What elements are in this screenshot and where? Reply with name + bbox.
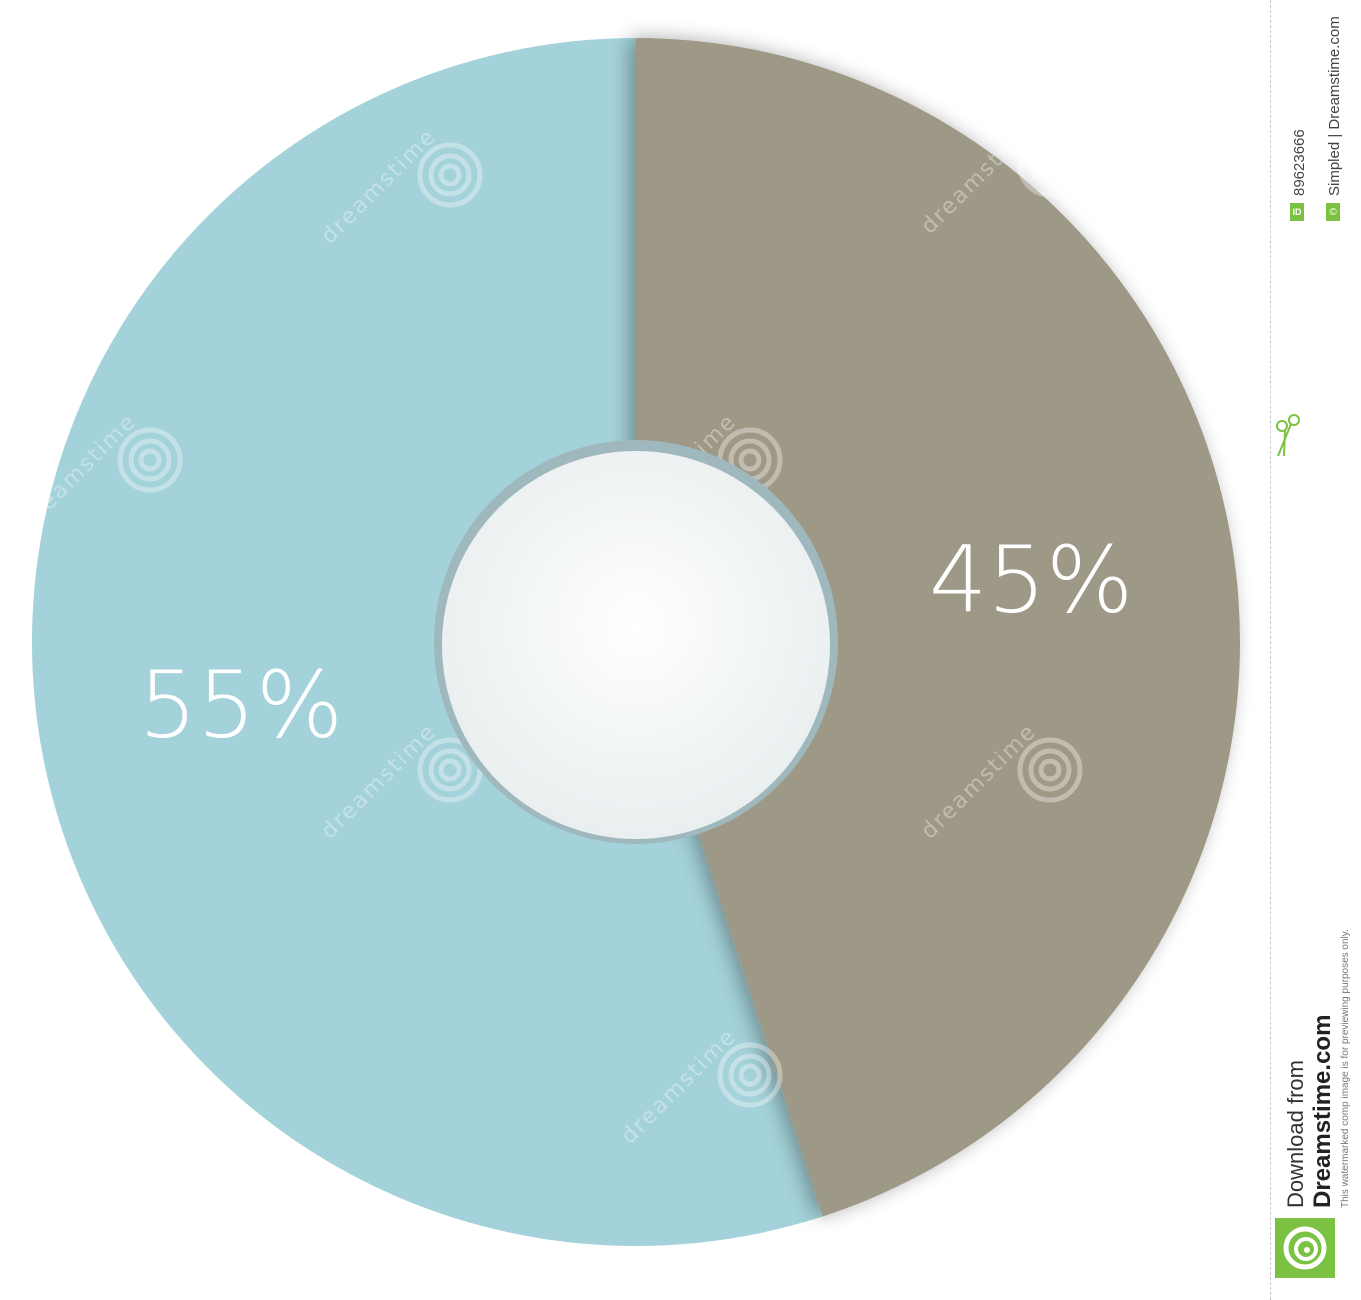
scissors-icon xyxy=(1276,414,1300,457)
slice-label-45: 45% xyxy=(929,526,1133,633)
watermark-spiral-icon xyxy=(417,142,483,208)
watermark-spiral-icon xyxy=(117,427,183,493)
download-line2: Dreamstime.com xyxy=(1309,1014,1336,1208)
watermark-spiral-icon xyxy=(1017,737,1083,803)
slice-label-55: 55% xyxy=(139,652,343,759)
donut-hole xyxy=(442,451,830,839)
download-line1: Download from xyxy=(1283,1060,1308,1208)
watermark-sidebar xyxy=(1268,0,1361,1300)
copyright-icon: © xyxy=(1326,203,1340,221)
credit-text: Simpled | Dreamstime.com xyxy=(1326,16,1343,196)
donut-chart: dreamstime dreamstimedreamstimedreamstime… xyxy=(31,38,1240,1246)
id-badge: ID xyxy=(1290,203,1304,221)
disclaimer-text: This watermarked comp image is for previ… xyxy=(1340,929,1351,1208)
pie-slice-45 xyxy=(636,38,1240,1217)
cut-line xyxy=(1270,0,1272,1300)
pie-slice-55 xyxy=(31,38,823,1246)
watermark-spiral-icon xyxy=(1017,132,1083,198)
image-id: 89623666 xyxy=(1291,129,1308,196)
watermark-spiral-icon xyxy=(417,737,483,803)
watermark-spiral-icon xyxy=(117,1042,183,1108)
watermark-spiral-icon xyxy=(717,1042,783,1108)
dreamstime-logo-icon xyxy=(1275,1218,1335,1278)
